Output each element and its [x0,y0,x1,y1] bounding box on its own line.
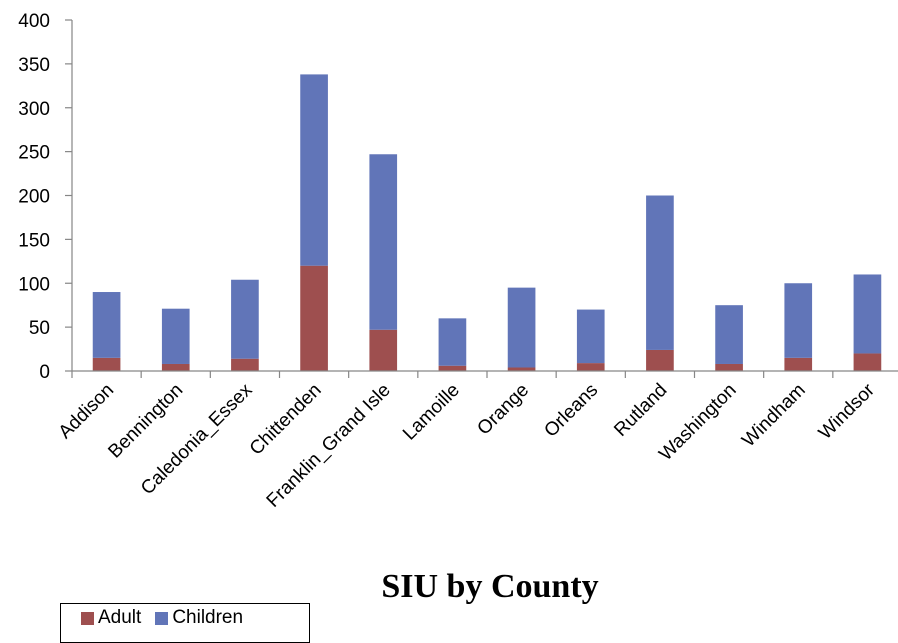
y-tick-label: 350 [18,55,50,76]
bar-children-orange [507,287,536,368]
y-tick-label: 200 [18,187,50,208]
bar-children-windsor [853,274,882,354]
y-tick-label: 150 [18,230,50,251]
bar-adult-windsor [853,353,882,371]
bar-adult-rutland [646,349,674,371]
legend-swatch-adult [81,611,94,625]
bar-adult-orleans [576,363,605,371]
bar-adult-addison [92,357,121,371]
legend: Adult Children [60,603,310,643]
x-tick-labels: AddisonBenningtonCaledonia_EssexChittend… [55,379,880,512]
legend-swatch-children [155,611,169,625]
bar-adult-washington [715,363,743,371]
y-tick-label: 400 [18,11,50,32]
bar-adult-caledonia-essex [231,358,259,371]
bar-adult-bennington [161,363,190,371]
bar-children-franklin-grand-isle [369,154,398,330]
bar-children-orleans [576,309,605,364]
bar-children-bennington [161,308,190,364]
y-tick-labels: 0 50 100 150 200 250 300 350 400 [18,11,50,383]
legend-label-children: Children [172,607,244,628]
bar-children-chittenden [300,74,328,266]
y-tick-label: 0 [39,362,50,383]
x-tick-label: Lamoille [399,380,464,445]
legend-item-adult: Adult [81,607,141,629]
x-axis-ticks [71,371,834,378]
bar-children-washington [715,305,743,364]
legend-item-children: Children [155,607,243,629]
bar-adult-franklin-grand-isle [369,329,398,371]
bar-adult-windham [784,357,813,371]
bar-children-caledonia-essex [231,279,259,359]
y-tick-label: 50 [29,318,50,339]
y-tick-label: 250 [18,143,50,164]
bar-adult-orange [507,367,536,371]
y-tick-label: 300 [18,99,50,120]
x-tick-label: Windsor [815,379,880,444]
x-tick-label: Windham [738,380,810,452]
y-tick-label: 100 [18,274,50,295]
y-axis-ticks [65,19,72,372]
x-tick-label: Franklin_Grand Isle [263,380,395,512]
bar-children-lamoille [438,318,467,366]
bar-children-addison [92,292,121,358]
bar-children-rutland [646,195,674,350]
chart: 0 50 100 150 200 250 300 350 400 AddisonBenningt… [18,11,898,605]
x-tick-label: Rutland [610,380,671,441]
chart-title: SIU by County [381,568,598,605]
x-tick-label: Orleans [540,380,602,442]
legend-label-adult: Adult [98,607,142,628]
bar-adult-chittenden [300,265,328,371]
x-tick-label: Orange [473,380,533,440]
bar-adult-lamoille [438,365,467,371]
bars [92,74,882,371]
bar-children-windham [784,283,813,358]
x-tick-label: Addison [55,380,118,443]
